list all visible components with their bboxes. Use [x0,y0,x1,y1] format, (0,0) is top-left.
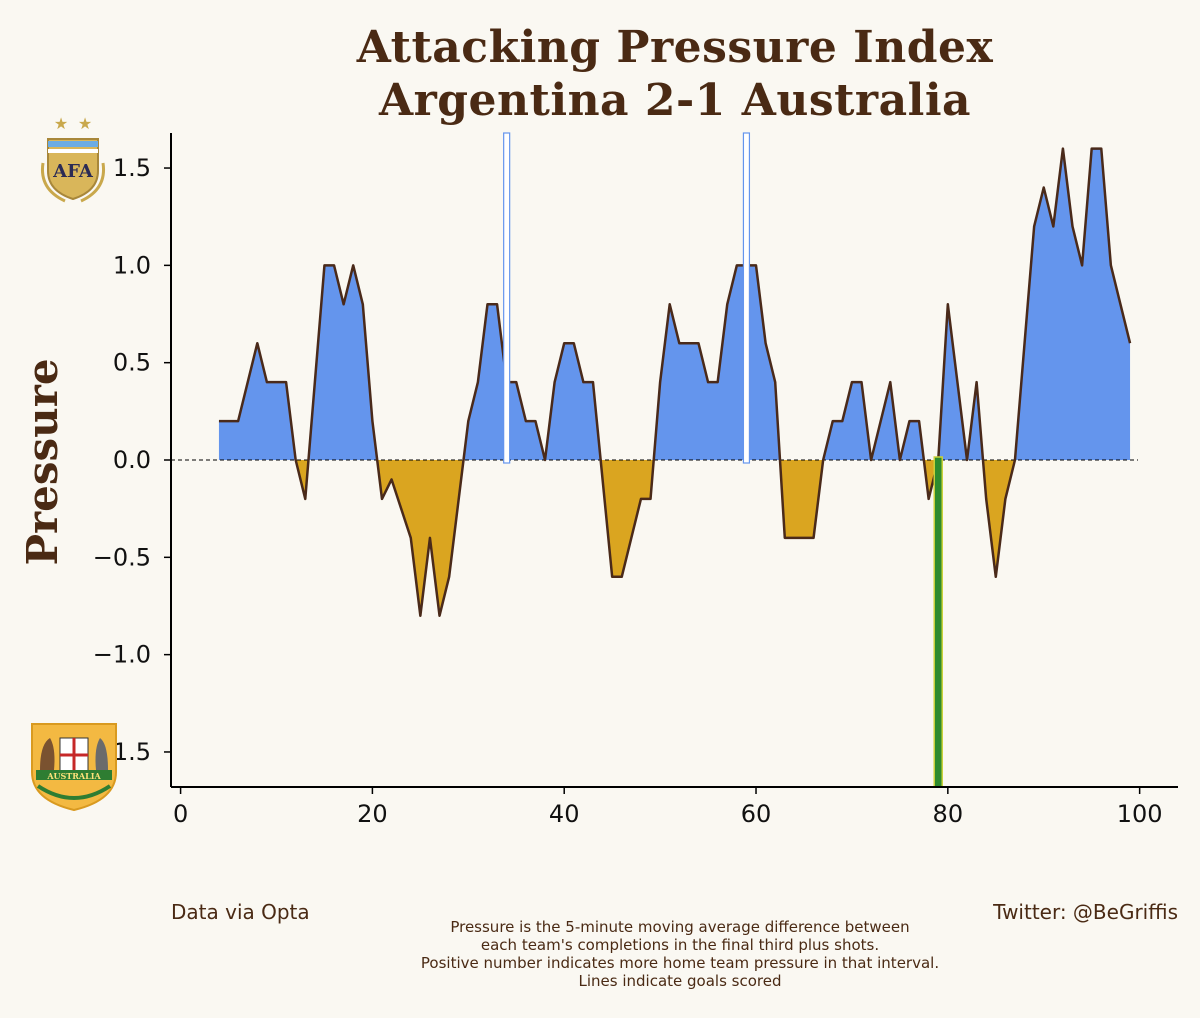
x-tick-label: 40 [549,800,580,828]
footnote-line: Pressure is the 5-minute moving average … [450,918,910,936]
svg-text:AUSTRALIA: AUSTRALIA [46,771,101,781]
y-axis-label: Pressure [18,358,67,565]
y-tick-label: 0.5 [113,349,151,377]
y-tick-label: 0.0 [113,446,151,474]
footnote: Pressure is the 5-minute moving average … [320,918,1040,990]
author-credit: Twitter: @BeGriffis [993,900,1178,924]
svg-text:AFA: AFA [52,161,94,182]
area-positive [218,148,1131,461]
australia-crest-logo: AUSTRALIA [31,723,117,812]
y-tick-label: 1.0 [113,251,151,279]
footnote-line: Lines indicate goals scored [578,972,782,990]
goal-marker [742,132,751,464]
svg-text:★: ★ [54,114,68,133]
pressure-line [218,147,1132,617]
goal-markers [503,132,943,788]
argentina-crest-logo: ★ ★ AFA [40,114,106,203]
goal-marker [933,456,943,788]
y-tick-label: −1.0 [93,641,151,669]
x-tick-label: 20 [357,800,388,828]
svg-text:★: ★ [78,114,92,133]
x-tick-label: 0 [173,800,188,828]
chart-title-line-2: Argentina 2-1 Australia [378,75,971,126]
goal-marker [503,132,511,464]
y-tick-label: −0.5 [93,543,151,571]
footnote-line: Positive number indicates more home team… [420,954,940,972]
area-negative [218,460,1131,616]
x-tick-label: 80 [933,800,964,828]
footnote-line: each team's completions in the final thi… [480,936,880,954]
chart-title-line-1: Attacking Pressure Index [356,22,994,73]
data-source-credit: Data via Opta [171,900,310,924]
y-tick-label: 1.5 [113,154,151,182]
x-tick-label: 100 [1117,800,1163,828]
plot-area [171,147,1138,617]
x-tick-label: 60 [741,800,772,828]
